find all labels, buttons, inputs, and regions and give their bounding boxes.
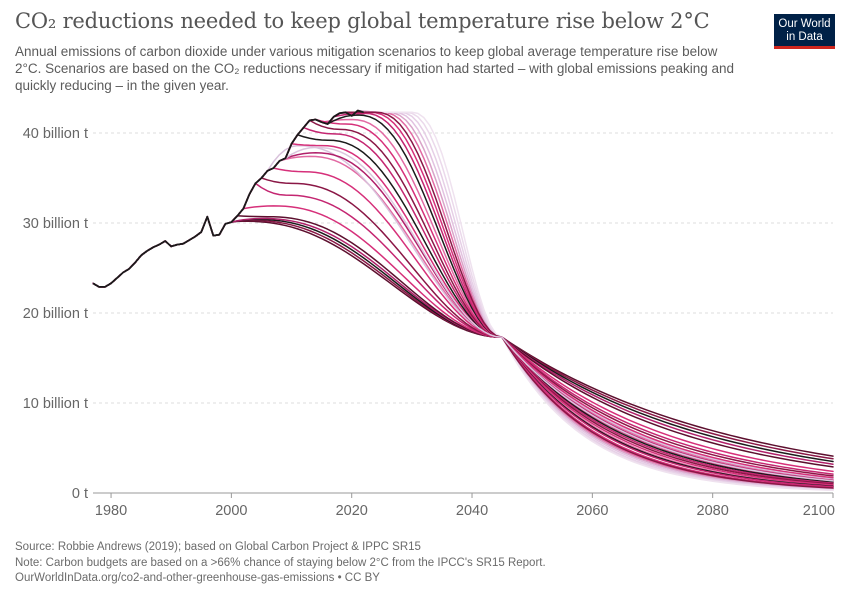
scenario-line[interactable] <box>92 205 834 473</box>
x-tick-label: 2000 <box>215 503 247 519</box>
x-tick-label: 2060 <box>576 503 608 519</box>
scenario-line[interactable] <box>92 112 834 488</box>
scenario-line[interactable] <box>92 215 834 465</box>
footer-url[interactable]: OurWorldInData.org/co2-and-other-greenho… <box>15 572 380 584</box>
y-tick-label: 20 billion t <box>23 306 88 322</box>
scenario-line[interactable] <box>92 109 834 490</box>
historical-line[interactable] <box>92 109 364 288</box>
grid-lines <box>93 132 833 494</box>
y-tick-label: 40 billion t <box>23 126 88 142</box>
historical-series <box>92 109 364 288</box>
x-tick-label: 2080 <box>697 503 729 519</box>
footer-note: Note: Carbon budgets are based on a >66%… <box>15 556 546 569</box>
x-tick-label: 2100 <box>803 503 835 519</box>
logo-line-2: in Data <box>786 31 823 43</box>
y-tick-label: 30 billion t <box>23 216 88 232</box>
y-axis-ticks: 0 t 10 billion t 20 billion t 30 billion t 4… <box>23 126 88 502</box>
scenario-lines <box>92 109 834 492</box>
chart-subtitle: Annual emissions of carbon dioxide under… <box>15 44 735 93</box>
x-axis: 1980 2000 2020 2040 2060 2080 2100 <box>95 493 835 519</box>
owid-logo[interactable]: Our World in Data <box>774 14 835 49</box>
x-tick-label: 1980 <box>95 503 127 519</box>
x-tick-label: 2040 <box>456 503 488 519</box>
footer: Source: Robbie Andrews (2019); based on … <box>15 540 546 587</box>
y-tick-label: 0 t <box>72 486 88 502</box>
scenario-line[interactable] <box>92 111 834 489</box>
footer-source[interactable]: Source: Robbie Andrews (2019); based on … <box>15 541 421 553</box>
scenario-line[interactable] <box>92 134 834 483</box>
scenario-line[interactable] <box>92 126 834 484</box>
chart-title: CO₂ reductions needed to keep global tem… <box>15 9 710 33</box>
x-tick-label: 2020 <box>336 503 368 519</box>
logo-line-1: Our World <box>778 18 831 30</box>
y-tick-label: 10 billion t <box>23 396 88 412</box>
scenario-line[interactable] <box>92 119 834 485</box>
